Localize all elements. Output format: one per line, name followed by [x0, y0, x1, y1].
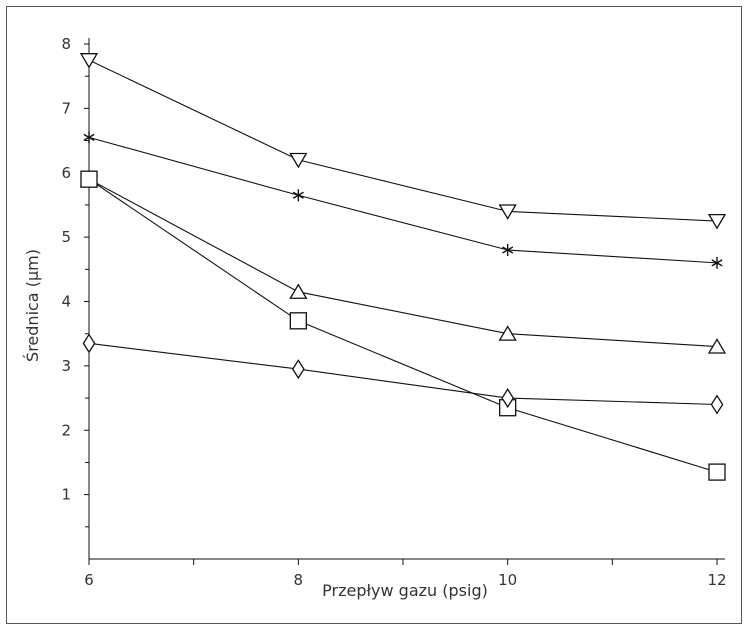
diamond-marker	[501, 388, 515, 409]
triangle-down-marker	[79, 53, 99, 69]
x-tick-label: 8	[294, 571, 304, 589]
asterisk-marker	[292, 189, 304, 202]
triangle-up-marker	[498, 325, 517, 341]
x-tick-label: 12	[707, 571, 726, 589]
triangle-up-marker	[289, 283, 308, 299]
series-line-square	[88, 178, 718, 473]
asterisk-marker	[711, 256, 723, 269]
triangle-down-marker	[289, 152, 308, 169]
square-marker	[80, 170, 98, 188]
x-axis-title: Przepływ gazu (psig)	[322, 581, 488, 600]
x-tick-label: 6	[84, 571, 94, 589]
series-line-triangle-up	[88, 178, 718, 348]
y-tick-label: 5	[61, 228, 71, 246]
diamond-marker	[82, 333, 96, 354]
square-marker	[289, 312, 307, 330]
y-tick-label: 6	[61, 164, 71, 182]
chart-frame	[6, 6, 742, 624]
series-line-asterisk	[88, 136, 718, 264]
triangle-down-marker	[498, 204, 517, 220]
series-line-diamond	[88, 342, 718, 406]
axes	[88, 38, 725, 560]
y-tick-label: 7	[61, 99, 71, 117]
markers	[79, 53, 727, 481]
square-marker	[708, 463, 726, 481]
series-lines	[88, 59, 718, 473]
series-line-triangle-down	[88, 59, 718, 222]
y-tick-label: 3	[61, 357, 71, 375]
triangle-down-marker	[707, 213, 727, 230]
triangle-up-marker	[707, 338, 727, 354]
asterisk-marker	[502, 244, 514, 256]
diamond-marker	[710, 394, 724, 415]
x-tick-label: 10	[498, 571, 517, 589]
y-tick-label: 2	[61, 421, 71, 439]
y-axis-title: Średnica (µm)	[23, 249, 42, 362]
asterisk-marker	[83, 131, 95, 144]
y-tick-label: 1	[61, 486, 71, 504]
y-tick-label: 4	[61, 293, 71, 311]
y-tick-label: 8	[61, 35, 71, 53]
diamond-marker	[291, 359, 305, 380]
